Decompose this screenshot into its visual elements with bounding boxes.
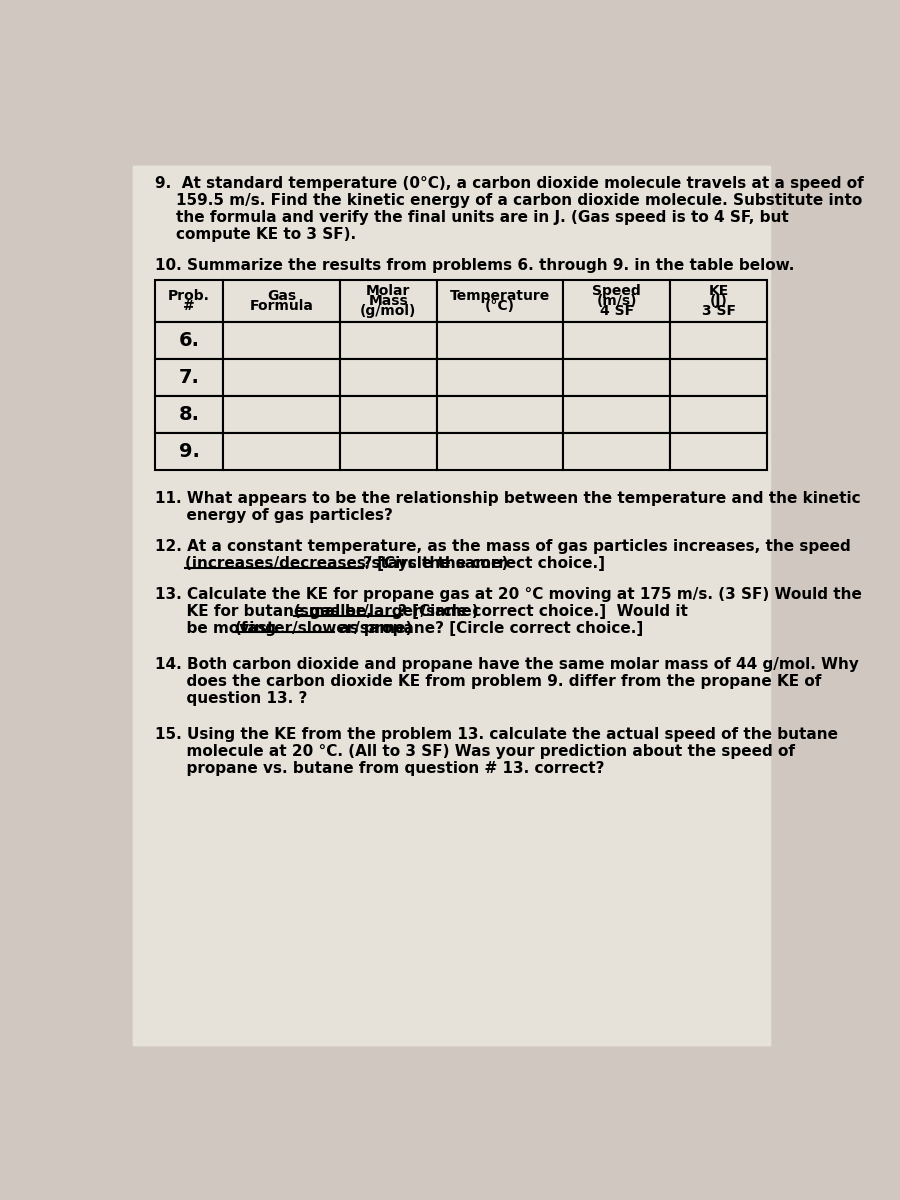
Bar <box>155 280 223 322</box>
Text: Mass: Mass <box>368 294 409 307</box>
Text: 9.  At standard temperature (0°C), a carbon dioxide molecule travels at a speed : 9. At standard temperature (0°C), a carb… <box>155 176 864 191</box>
Text: 8.: 8. <box>178 404 200 424</box>
FancyBboxPatch shape <box>132 166 771 1046</box>
Text: 15. Using the KE from the problem 13. calculate the actual speed of the butane: 15. Using the KE from the problem 13. ca… <box>155 727 838 742</box>
Bar <box>223 433 340 469</box>
Text: be moving: be moving <box>155 620 282 636</box>
Bar <box>155 433 223 469</box>
Bar <box>563 322 670 359</box>
Text: KE for butane gas be,: KE for butane gas be, <box>155 604 377 619</box>
Text: 6.: 6. <box>178 331 200 350</box>
Bar <box>670 322 768 359</box>
Text: 13. Calculate the KE for propane gas at 20 °C moving at 175 m/s. (3 SF) Would th: 13. Calculate the KE for propane gas at … <box>155 587 862 601</box>
Text: does the carbon dioxide KE from problem 9. differ from the propane KE of: does the carbon dioxide KE from problem … <box>155 673 822 689</box>
Bar <box>437 396 563 433</box>
Bar <box>563 433 670 469</box>
Text: 3 SF: 3 SF <box>702 304 736 318</box>
Bar <box>340 280 437 322</box>
Text: 7.: 7. <box>179 368 200 386</box>
Bar <box>155 396 223 433</box>
Bar <box>340 433 437 469</box>
Bar <box>340 396 437 433</box>
Bar <box>155 322 223 359</box>
Text: 11. What appears to be the relationship between the temperature and the kinetic: 11. What appears to be the relationship … <box>155 491 860 506</box>
Bar <box>670 396 768 433</box>
Bar <box>223 280 340 322</box>
Text: molecule at 20 °C. (All to 3 SF) Was your prediction about the speed of: molecule at 20 °C. (All to 3 SF) Was you… <box>155 744 795 758</box>
Bar <box>340 359 437 396</box>
Bar <box>437 280 563 322</box>
Text: ? [Circle correct choice.]  Would it: ? [Circle correct choice.] Would it <box>398 604 688 619</box>
Text: 10. Summarize the results from problems 6. through 9. in the table below.: 10. Summarize the results from problems … <box>155 258 795 272</box>
Text: as propane? [Circle correct choice.]: as propane? [Circle correct choice.] <box>334 620 643 636</box>
Bar <box>563 396 670 433</box>
Text: propane vs. butane from question # 13. correct?: propane vs. butane from question # 13. c… <box>155 761 605 775</box>
Bar <box>670 359 768 396</box>
Text: (faster/slower/same): (faster/slower/same) <box>235 620 413 636</box>
Text: Molar: Molar <box>366 283 410 298</box>
Bar <box>223 359 340 396</box>
Text: 4 SF: 4 SF <box>599 304 634 318</box>
Bar <box>437 433 563 469</box>
Text: ? [Circle the correct choice.]: ? [Circle the correct choice.] <box>364 556 606 571</box>
Text: Prob.: Prob. <box>168 289 210 302</box>
Text: (J): (J) <box>710 294 728 307</box>
Bar <box>563 280 670 322</box>
Text: (m/s): (m/s) <box>597 294 637 307</box>
Text: question 13. ?: question 13. ? <box>155 691 308 706</box>
Text: Gas: Gas <box>267 289 296 302</box>
Bar <box>340 322 437 359</box>
Bar <box>155 359 223 396</box>
Bar <box>563 359 670 396</box>
Text: KE: KE <box>708 283 729 298</box>
Bar <box>670 280 768 322</box>
Text: 159.5 m/s. Find the kinetic energy of a carbon dioxide molecule. Substitute into: 159.5 m/s. Find the kinetic energy of a … <box>155 193 862 209</box>
Text: compute KE to 3 SF).: compute KE to 3 SF). <box>155 227 356 242</box>
Bar <box>223 322 340 359</box>
Text: #: # <box>184 299 195 313</box>
Text: energy of gas particles?: energy of gas particles? <box>155 509 393 523</box>
Text: (g/mol): (g/mol) <box>360 304 417 318</box>
Bar <box>437 359 563 396</box>
Bar <box>223 396 340 433</box>
Text: 9.: 9. <box>179 442 200 461</box>
Text: 14. Both carbon dioxide and propane have the same molar mass of 44 g/mol. Why: 14. Both carbon dioxide and propane have… <box>155 656 859 672</box>
Text: Formula: Formula <box>249 299 313 313</box>
Text: 12. At a constant temperature, as the mass of gas particles increases, the speed: 12. At a constant temperature, as the ma… <box>155 539 850 554</box>
Text: (smaller/larger/same): (smaller/larger/same) <box>294 604 480 619</box>
Text: Temperature: Temperature <box>450 289 550 302</box>
Text: Speed: Speed <box>592 283 641 298</box>
Bar <box>437 322 563 359</box>
Text: (increases/decreases/stays the same): (increases/decreases/stays the same) <box>184 556 508 571</box>
Text: (°C): (°C) <box>485 299 515 313</box>
Bar <box>670 433 768 469</box>
Text: the formula and verify the final units are in J. (Gas speed is to 4 SF, but: the formula and verify the final units a… <box>155 210 789 226</box>
